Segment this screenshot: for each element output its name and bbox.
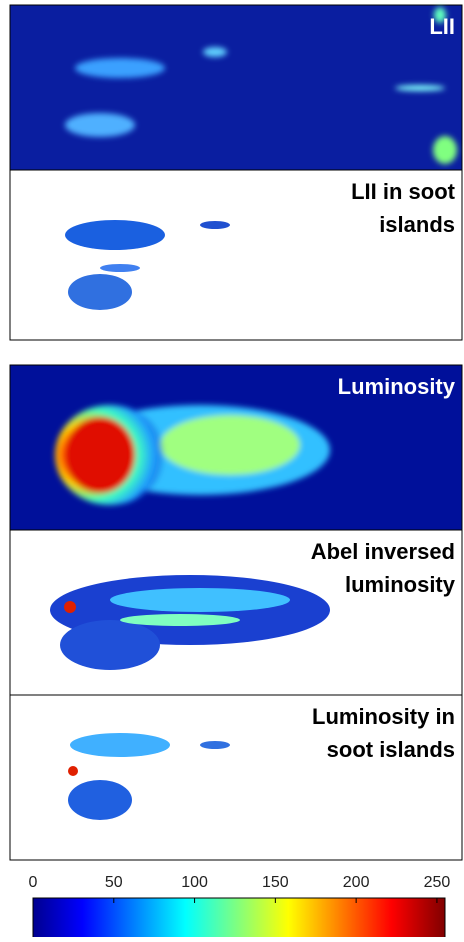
panel-label: islands xyxy=(379,212,455,237)
panel-label: luminosity xyxy=(345,572,456,597)
panel-label: soot islands xyxy=(327,737,455,762)
tick-label: 250 xyxy=(424,874,451,891)
tick-label: 50 xyxy=(105,874,123,891)
panel-label: Abel inversed xyxy=(311,539,455,564)
page: {"panels": [ {"label": ["LII"]}, {"label… xyxy=(0,0,464,937)
panel-label: Luminosity in xyxy=(312,704,455,729)
tick-label: 100 xyxy=(181,874,208,891)
panel-label: LII xyxy=(429,14,455,39)
panel-label: Luminosity xyxy=(338,374,456,399)
panel-lii xyxy=(10,5,462,170)
panel-label: LII in soot xyxy=(351,179,456,204)
tick-label: 150 xyxy=(262,874,289,891)
tick-label: 200 xyxy=(343,874,370,891)
figure: LII LII in soot islands Luminosity Abel inve… xyxy=(0,0,464,937)
tick-label: 0 xyxy=(29,874,38,891)
colorbar xyxy=(33,898,445,937)
